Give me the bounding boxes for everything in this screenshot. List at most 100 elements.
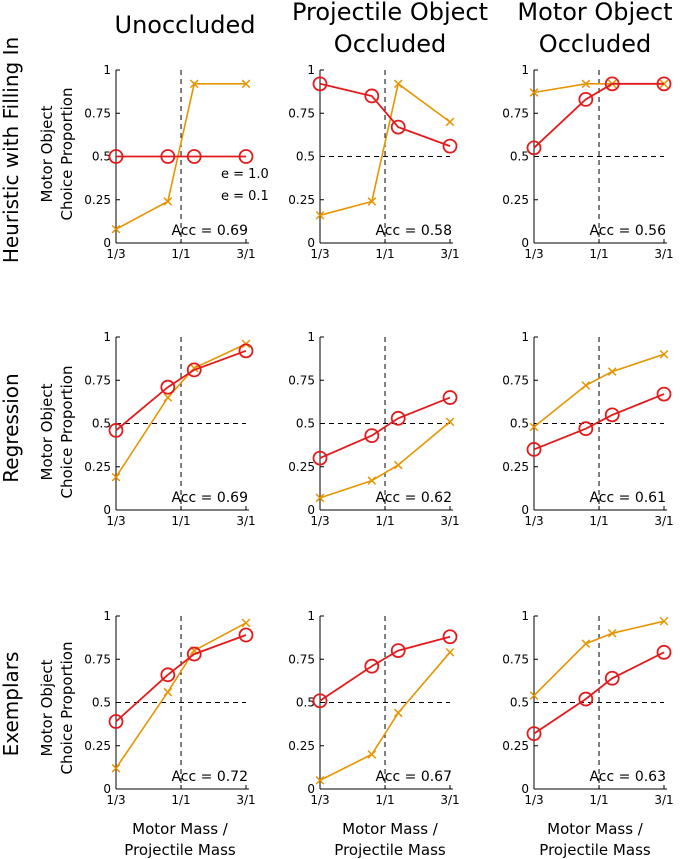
human-point [111, 763, 121, 773]
model-point [364, 428, 380, 444]
human-point [367, 197, 377, 206]
column-title: Occluded [539, 30, 651, 58]
model-point [160, 149, 176, 164]
y-tick-label: 1 [307, 63, 315, 77]
y-tick-label: 1 [307, 609, 315, 623]
model-point [186, 362, 202, 378]
model-point [442, 629, 458, 645]
human-point [445, 417, 455, 427]
model-point [656, 76, 672, 92]
x-tick-label: 3/1 [440, 793, 459, 807]
y-tick-label: 1 [103, 63, 111, 77]
model-point [390, 410, 406, 426]
human-point [445, 117, 455, 127]
model-point [186, 149, 202, 164]
x-tick-label: 1/3 [106, 793, 125, 807]
column-title: Projectile Object [292, 0, 488, 26]
y-axis-label: Choice Proportion [58, 366, 76, 499]
x-tick-label: 1/3 [310, 514, 329, 528]
model-series-line [115, 634, 247, 723]
y-tick-label: 1 [103, 330, 111, 344]
y-tick-label: 0 [307, 782, 315, 796]
x-tick-label: 1/3 [310, 793, 329, 807]
legend-entry: e = 1.0 [221, 167, 269, 182]
y-tick-label: 0 [521, 503, 529, 517]
human-series-line [319, 651, 451, 782]
x-tick-label: 1/1 [375, 514, 394, 528]
human-point [659, 349, 669, 359]
x-tick-label: 3/1 [236, 247, 255, 261]
model-point [578, 691, 594, 707]
human-series-line [115, 622, 247, 769]
y-tick-label: 0.75 [84, 652, 111, 666]
y-tick-label: 0 [307, 236, 315, 250]
accuracy-annotation: Acc = 0.56 [589, 223, 666, 239]
column-title: Unoccluded [115, 11, 256, 39]
y-tick-label: 0 [103, 503, 111, 517]
y-tick-label: 0.75 [288, 106, 315, 120]
y-tick-label: 1 [521, 609, 529, 623]
y-tick-label: 1 [521, 63, 529, 77]
accuracy-annotation: Acc = 0.67 [375, 769, 452, 785]
y-tick-label: 0.75 [288, 652, 315, 666]
human-point [367, 476, 377, 485]
y-tick-label: 1 [103, 609, 111, 623]
human-series-line [319, 421, 451, 499]
accuracy-annotation: Acc = 0.69 [171, 223, 248, 239]
human-point [367, 750, 377, 759]
x-tick-label: 3/1 [440, 514, 459, 528]
column-title: Motor Object [517, 0, 672, 26]
model-point [238, 627, 254, 643]
y-tick-label: 0.25 [288, 193, 315, 207]
y-tick-label: 0.5 [510, 696, 529, 710]
model-point [526, 140, 542, 156]
model-point [108, 149, 124, 164]
y-tick-label: 0.5 [510, 150, 529, 164]
human-point [581, 79, 591, 89]
x-tick-label: 3/1 [654, 514, 673, 528]
x-tick-label: 1/1 [375, 793, 394, 807]
human-point [241, 79, 251, 89]
y-tick-label: 0.5 [92, 150, 111, 164]
model-point [364, 658, 380, 674]
accuracy-annotation: Acc = 0.63 [589, 769, 666, 785]
y-tick-label: 0.25 [502, 193, 529, 207]
x-tick-label: 1/3 [524, 247, 543, 261]
y-axis-label: Choice Proportion [58, 642, 76, 775]
y-axis-label: Motor Object [38, 659, 56, 756]
y-axis-label: Motor Object [38, 105, 56, 202]
legend-entry: e = 0.1 [221, 189, 269, 204]
x-tick-label: 3/1 [654, 247, 673, 261]
human-series-line [533, 353, 665, 428]
model-point [108, 714, 124, 729]
human-point [581, 381, 591, 390]
model-point [604, 76, 620, 92]
x-tick-label: 1/3 [310, 247, 329, 261]
model-series-line [115, 349, 247, 432]
human-point [241, 618, 251, 628]
y-tick-label: 0 [103, 782, 111, 796]
human-series-line [533, 620, 665, 697]
human-point [659, 616, 669, 626]
x-tick-label: 3/1 [440, 247, 459, 261]
column-title: Occluded [334, 30, 446, 58]
x-axis-label: Projectile Mass [334, 841, 446, 859]
model-point [578, 421, 594, 437]
human-point [445, 647, 455, 657]
model-point [238, 343, 254, 359]
human-series-line [319, 82, 451, 217]
y-axis-label: Motor Object [38, 383, 56, 480]
model-series-line [533, 393, 665, 451]
x-tick-label: 1/1 [589, 793, 608, 807]
model-point [238, 149, 254, 164]
accuracy-annotation: Acc = 0.58 [375, 223, 452, 239]
human-point [393, 708, 403, 718]
y-tick-label: 0.5 [510, 417, 529, 431]
x-tick-label: 1/3 [106, 247, 125, 261]
human-series-line [115, 83, 246, 230]
y-tick-label: 0.75 [502, 652, 529, 666]
x-tick-label: 1/1 [171, 793, 190, 807]
y-tick-label: 0.5 [92, 417, 111, 431]
y-tick-label: 0.5 [296, 150, 315, 164]
